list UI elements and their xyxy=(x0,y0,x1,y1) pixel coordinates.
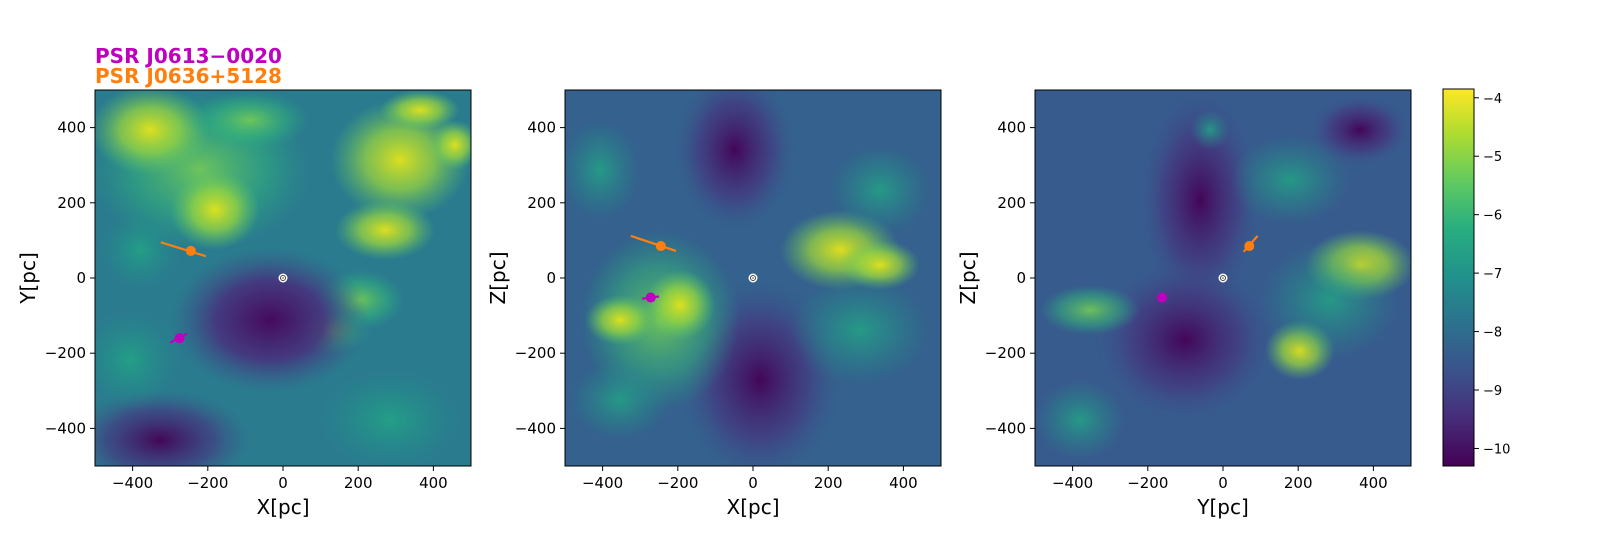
heatmap-yz xyxy=(1035,90,1411,466)
pulsar-point-yz-0 xyxy=(1157,292,1168,303)
sun-marker-ring-yz xyxy=(1220,275,1226,281)
x-tick-label-xy: 0 xyxy=(278,474,288,492)
y-tick-label-xy: 200 xyxy=(57,194,86,212)
sun-marker-ring-xz xyxy=(750,275,756,281)
sun-marker-ring-xy xyxy=(280,275,286,281)
y-tick-label-yz: 0 xyxy=(1016,269,1026,287)
colorbar-tick-label: −4 xyxy=(1483,92,1502,107)
y-tick-label-yz: 200 xyxy=(997,194,1026,212)
x-tick-label-yz: 200 xyxy=(1284,474,1313,492)
y-axis-label-xz: Z[pc] xyxy=(486,252,510,305)
y-tick-label-xz: 200 xyxy=(527,194,556,212)
x-tick-label-xz: 200 xyxy=(814,474,843,492)
pulsar-point-yz-1 xyxy=(1244,241,1255,252)
x-tick-label-xz: −200 xyxy=(657,474,698,492)
sun-marker-dot-xz xyxy=(752,277,754,279)
colorbar-tick-label: −6 xyxy=(1483,209,1502,224)
pulsar-point-xz-0 xyxy=(645,292,656,303)
x-tick-label-yz: −200 xyxy=(1127,474,1168,492)
x-axis-label-xz: X[pc] xyxy=(727,495,780,519)
pulsar-uncertainty-xz-1 xyxy=(630,234,677,252)
y-tick-label-xy: 400 xyxy=(57,119,86,137)
colorbar-tick-label: −5 xyxy=(1483,150,1502,165)
x-tick-label-xz: 400 xyxy=(889,474,918,492)
x-axis-label-yz: Y[pc] xyxy=(1196,495,1249,519)
y-tick-label-xy: −200 xyxy=(45,344,86,362)
heatmap-xy xyxy=(95,90,471,466)
x-tick-label-yz: −400 xyxy=(1052,474,1093,492)
legend-psr-j0613: PSR J0613−0020 xyxy=(95,44,282,68)
pulsar-point-xz-1 xyxy=(655,241,666,252)
pulsar-uncertainty-xy-1 xyxy=(160,241,207,258)
x-tick-label-xy: −200 xyxy=(187,474,228,492)
y-tick-label-yz: −400 xyxy=(985,419,1026,437)
colorbar-tick-label: −9 xyxy=(1483,384,1502,399)
panel-xy: −400 −200 0 200 400 −400 −200 0 200 400 X[pc] Y[pc] xyxy=(16,89,472,519)
x-axis-label-xy: X[pc] xyxy=(257,495,310,519)
pulsar-point-xy-0 xyxy=(174,333,185,344)
sun-marker-dot-xy xyxy=(282,277,284,279)
y-tick-label-xz: −400 xyxy=(515,419,556,437)
x-tick-label-yz: 400 xyxy=(1359,474,1388,492)
x-tick-label-xy: 400 xyxy=(419,474,448,492)
x-tick-label-xz: 0 xyxy=(748,474,758,492)
colorbar: −10 −9 −8 −7 −6 −5 −4 xyxy=(1442,88,1510,467)
y-tick-label-xy: 0 xyxy=(76,269,86,287)
panel-yz: −400 −200 0 200 400 −400 −200 0 200 400 Y[pc] Z[pc] xyxy=(956,89,1412,519)
colorbar-tick-label: −7 xyxy=(1483,267,1502,282)
heatmap-xz xyxy=(565,90,941,466)
x-tick-label-xz: −400 xyxy=(582,474,623,492)
colorbar-tick-label: −10 xyxy=(1483,442,1510,457)
panel-xz: −400 −200 0 200 400 −400 −200 0 200 400 X[pc] Z[pc] xyxy=(486,89,942,519)
colorbar-ticks: −10 −9 −8 −7 −6 −5 −4 xyxy=(1474,92,1510,457)
legend-psr-j0636: PSR J0636+5128 xyxy=(95,64,282,88)
pulsar-point-xy-1 xyxy=(185,245,196,256)
colorbar-gradient xyxy=(1442,88,1475,467)
y-tick-label-xy: −400 xyxy=(45,419,86,437)
sun-marker-dot-yz xyxy=(1222,277,1224,279)
y-tick-label-xz: 0 xyxy=(546,269,556,287)
y-axis-label-yz: Z[pc] xyxy=(956,252,980,305)
x-tick-label-yz: 0 xyxy=(1218,474,1228,492)
x-tick-label-xy: −400 xyxy=(112,474,153,492)
y-axis-label-xy: Y[pc] xyxy=(16,252,40,305)
axes-layer: −400 −200 0 200 400 −400 −200 0 200 400 X[pc] Y[pc]… xyxy=(16,89,1412,519)
colorbar-tick-label: −8 xyxy=(1483,326,1502,341)
y-tick-label-yz: 400 xyxy=(997,119,1026,137)
y-tick-label-xz: 400 xyxy=(527,119,556,137)
y-tick-label-xz: −200 xyxy=(515,344,556,362)
y-tick-label-yz: −200 xyxy=(985,344,1026,362)
x-tick-label-xy: 200 xyxy=(344,474,373,492)
